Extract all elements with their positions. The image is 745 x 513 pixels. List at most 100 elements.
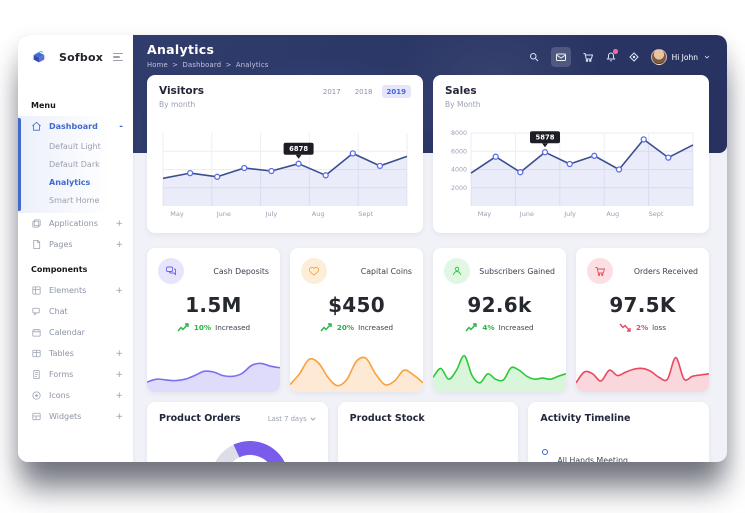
sales-line-chart[interactable]: 2000 4000 6000 8000 May June July Aug Sept 5878	[445, 115, 697, 219]
sidebar-item-chat[interactable]: Chat	[18, 301, 133, 322]
widgets-icon	[31, 411, 42, 422]
sidebar-item-pages[interactable]: Pages +	[18, 234, 133, 255]
applications-icon	[31, 218, 42, 229]
svg-text:8000: 8000	[451, 130, 467, 137]
cart-icon	[587, 258, 613, 284]
home-icon	[31, 121, 42, 132]
svg-text:6000: 6000	[451, 148, 467, 155]
expand-toggle[interactable]: +	[115, 369, 123, 380]
forms-icon	[31, 369, 42, 380]
user-greeting: Hi John	[671, 52, 698, 62]
expand-toggle[interactable]: +	[115, 411, 123, 422]
year-2019[interactable]: 2019	[381, 85, 411, 98]
svg-text:4000: 4000	[451, 167, 467, 174]
svg-text:June: June	[216, 210, 231, 218]
stats-row: Cash Deposits 1.5M 10% Increased	[147, 248, 709, 392]
heart-icon	[301, 258, 327, 284]
svg-text:July: July	[265, 210, 278, 218]
stat-card-capital-coins: Capital Coins $450 20% Increased	[290, 248, 423, 392]
year-filter: 2017 2018 2019	[318, 85, 411, 98]
sidebar-item-applications[interactable]: Applications +	[18, 213, 133, 234]
breadcrumb-home[interactable]: Home	[147, 61, 168, 69]
activity-timeline-title: Activity Timeline	[540, 413, 631, 424]
expand-toggle[interactable]: +	[115, 390, 123, 401]
sales-card: Sales By Month 2000 4000 6000 8000 May June Ju…	[433, 75, 709, 233]
year-2017[interactable]: 2017	[322, 87, 341, 96]
sidebar-item-analytics[interactable]: Analytics	[49, 177, 91, 187]
mail-icon[interactable]	[550, 47, 571, 67]
pages-icon	[31, 239, 42, 250]
user-menu[interactable]: Hi John	[650, 49, 711, 65]
breadcrumb-current: Analytics	[235, 61, 269, 69]
sidebar-item-calendar[interactable]: Calendar	[18, 322, 133, 343]
stat-value: 1.5M	[185, 293, 242, 317]
notification-dot	[613, 49, 618, 54]
sidebar-item-elements[interactable]: Elements +	[18, 280, 133, 301]
trend-up-icon	[177, 323, 189, 332]
sidebar-item-smart-home[interactable]: Smart Home	[49, 195, 100, 205]
expand-toggle[interactable]: +	[115, 239, 123, 250]
compass-icon[interactable]	[628, 51, 640, 63]
svg-text:2000: 2000	[451, 185, 467, 192]
svg-text:July: July	[563, 210, 576, 218]
date-range-filter[interactable]: Last 7 days	[268, 415, 316, 423]
elements-icon	[31, 285, 42, 296]
svg-text:May: May	[478, 210, 492, 218]
year-2018[interactable]: 2018	[354, 87, 373, 96]
expand-toggle[interactable]: +	[115, 218, 123, 229]
sidebar-item-default-light[interactable]: Default Light	[49, 141, 101, 151]
topbar-icons: Hi John	[528, 47, 711, 67]
avatar	[650, 49, 667, 65]
stat-value: $450	[328, 293, 385, 317]
sidebar-item-icons[interactable]: Icons +	[18, 385, 133, 406]
timeline-bullet-icon	[542, 449, 549, 455]
svg-text:Sept: Sept	[358, 210, 373, 218]
sidebar: Sofbox Menu Dashboard - Default Light	[18, 35, 133, 462]
svg-text:Aug: Aug	[606, 210, 619, 218]
product-stock-card: Product Stock	[337, 402, 519, 462]
icons-icon	[31, 390, 42, 401]
activity-timeline-card: Activity Timeline All Hands Meeting	[528, 402, 710, 462]
search-icon[interactable]	[528, 51, 540, 63]
chat-icon	[31, 306, 42, 317]
expand-toggle[interactable]: +	[115, 348, 123, 359]
chevron-down-icon	[704, 55, 710, 59]
brand: Sofbox	[18, 35, 133, 65]
collapse-toggle[interactable]: -	[119, 121, 123, 132]
expand-toggle[interactable]: +	[115, 285, 123, 296]
orders-sparkline	[576, 356, 709, 392]
sales-title: Sales	[445, 85, 477, 97]
main-area: Analytics Home > Dashboard > Analytics	[133, 35, 727, 462]
user-icon	[444, 258, 470, 284]
visitors-card: Visitors By month 2017 2018 2019 May June…	[147, 75, 423, 233]
sidebar-toggle-icon[interactable]	[113, 52, 123, 62]
product-orders-donut-chart[interactable]	[200, 430, 300, 462]
app-window: Sofbox Menu Dashboard - Default Light	[18, 35, 727, 462]
subscribers-sparkline	[433, 355, 566, 392]
svg-text:5878: 5878	[536, 134, 555, 142]
cart-icon[interactable]	[582, 51, 594, 63]
visitors-line-chart[interactable]: May June July Aug Sept 6878	[159, 115, 411, 219]
sidebar-item-widgets[interactable]: Widgets +	[18, 406, 133, 427]
bell-icon[interactable]	[605, 49, 618, 63]
svg-text:6878: 6878	[289, 145, 308, 153]
product-stock-title: Product Stock	[349, 413, 425, 424]
capital-coins-sparkline	[290, 356, 423, 392]
sidebar-item-default-dark[interactable]: Default Dark	[49, 159, 100, 169]
timeline-item[interactable]: All Hands Meeting	[540, 448, 697, 462]
stat-card-cash-deposits: Cash Deposits 1.5M 10% Increased	[147, 248, 280, 392]
sidebar-section-menu: Menu	[31, 101, 56, 110]
sidebar-group-dashboard: Dashboard - Default Light Default Dark A…	[18, 116, 133, 213]
tables-icon	[31, 348, 42, 359]
trend-down-icon	[619, 323, 631, 332]
svg-text:June: June	[519, 210, 534, 218]
sidebar-item-dashboard[interactable]: Dashboard -	[18, 116, 133, 137]
cash-deposits-sparkline	[147, 362, 280, 392]
sidebar-item-forms[interactable]: Forms +	[18, 364, 133, 385]
sidebar-submenu: Default Light Default Dark Analytics Sma…	[18, 137, 133, 213]
sidebar-item-tables[interactable]: Tables +	[18, 343, 133, 364]
breadcrumb-dashboard[interactable]: Dashboard	[182, 61, 222, 69]
stat-value: 97.5K	[609, 293, 676, 317]
svg-text:May: May	[170, 210, 184, 218]
